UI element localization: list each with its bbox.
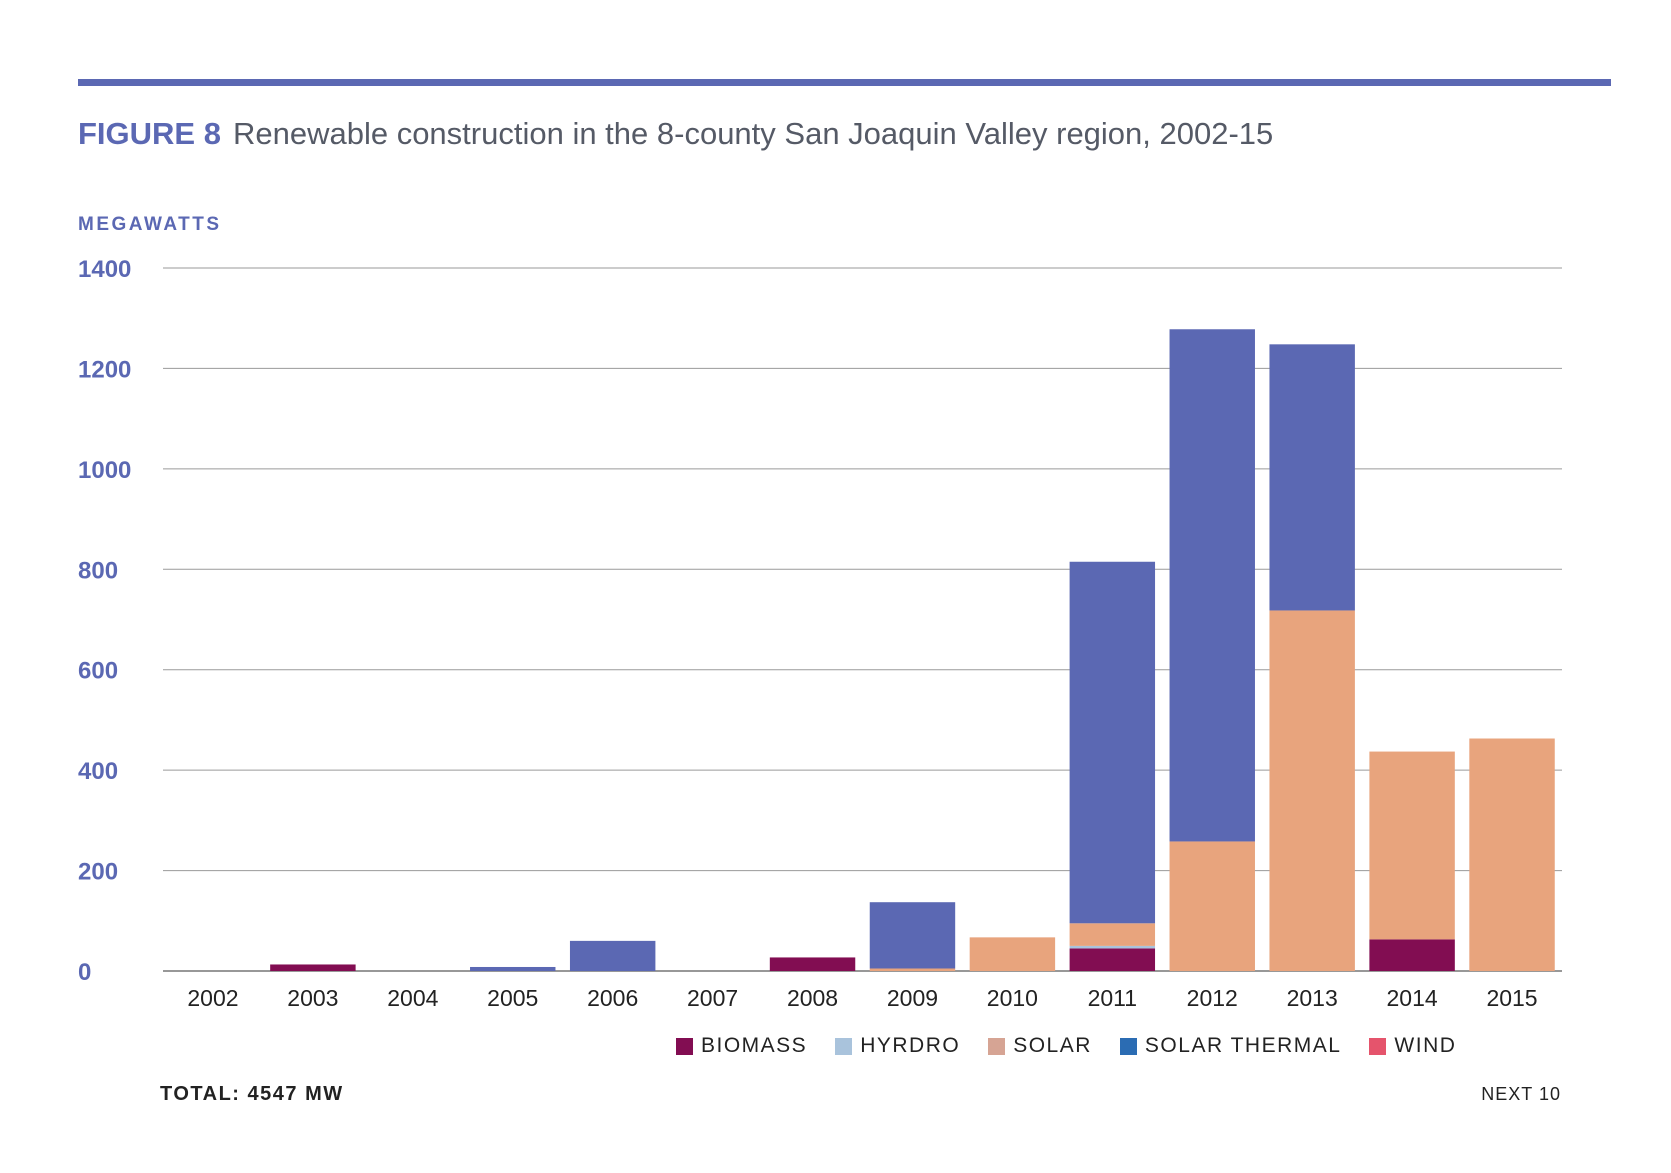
legend-swatch	[1119, 1037, 1137, 1055]
x-tick-label: 2014	[1387, 985, 1438, 1011]
figure-label: FIGURE 8	[78, 116, 221, 151]
bars	[270, 329, 1555, 971]
legend: BIOMASS HYRDRO SOLAR SOLAR THERMAL WIND	[676, 1031, 1484, 1061]
legend-item-biomass: BIOMASS	[676, 1034, 807, 1058]
y-tick-label: 1200	[78, 356, 131, 383]
source-label: NEXT 10	[1481, 1084, 1561, 1104]
bar-segment-stack_top-2009	[869, 902, 956, 969]
legend-label: SOLAR	[1013, 1034, 1092, 1057]
bar-segment-stack_top-2006	[569, 940, 656, 971]
legend-swatch	[1369, 1037, 1387, 1055]
legend-label: BIOMASS	[701, 1034, 808, 1057]
x-tick-label: 2005	[487, 985, 538, 1011]
x-tick-label: 2011	[1088, 985, 1137, 1011]
x-tick-label: 2013	[1287, 985, 1338, 1011]
y-tick-label: 1000	[78, 457, 131, 484]
y-tick-label: 400	[78, 758, 118, 785]
y-tick-label: 800	[78, 557, 118, 584]
bar-segment-hydro-2011	[1069, 945, 1156, 949]
figure-title-text: Renewable construction in the 8-county S…	[232, 116, 1274, 151]
bar-segment-solar-2010	[969, 937, 1056, 971]
x-axis-ticks: 2002 2003 2004 2005 2006 2007 2008 2009 2010 2011…	[187, 985, 1537, 1011]
legend-label: WIND	[1394, 1034, 1457, 1057]
y-tick-label: 1400	[78, 256, 131, 283]
bar-segment-solar-2015	[1469, 738, 1555, 971]
legend-item-wind: WIND	[1369, 1034, 1456, 1058]
bar-segment-solar-2011	[1069, 923, 1156, 946]
bar-segment-stack_top-2011	[1069, 561, 1156, 924]
bar-segment-stack_top-2012	[1169, 329, 1255, 842]
x-tick-label: 2015	[1486, 985, 1537, 1011]
figure-title: FIGURE 8 Renewable construction in the 8-…	[78, 116, 1273, 152]
bar-segment-solar-2009	[869, 968, 956, 971]
legend-item-solar-thermal: SOLAR THERMAL	[1119, 1034, 1342, 1058]
x-tick-label: 2004	[387, 985, 438, 1011]
legend-label: HYRDRO	[860, 1034, 961, 1057]
y-tick-label: 200	[78, 859, 118, 886]
bar-segment-solar-2013	[1269, 610, 1355, 971]
y-axis-unit-label: MEGAWATTS	[78, 214, 222, 235]
legend-swatch	[988, 1037, 1006, 1055]
bar-segment-solar-2012	[1169, 841, 1255, 971]
bar-segment-biomass-2008	[769, 957, 856, 971]
x-tick-label: 2003	[287, 985, 338, 1011]
y-tick-label: 0	[78, 959, 91, 986]
bar-segment-stack_top-2013	[1269, 344, 1355, 611]
bar-segment-biomass-2011	[1069, 948, 1156, 971]
legend-item-solar: SOLAR	[988, 1034, 1092, 1058]
bar-segment-biomass-2003	[270, 964, 356, 971]
x-tick-label: 2010	[987, 985, 1038, 1011]
x-tick-label: 2012	[1187, 985, 1238, 1011]
legend-item-hyrdro: HYRDRO	[835, 1034, 960, 1058]
bar-segment-biomass-2014	[1369, 939, 1455, 971]
x-tick-label: 2002	[187, 985, 238, 1011]
legend-label: SOLAR THERMAL	[1144, 1034, 1342, 1057]
x-tick-label: 2008	[787, 985, 838, 1011]
y-axis-ticks: 0 200 400 600 800 1000 1200 1400	[78, 256, 131, 986]
top-rule	[78, 79, 1611, 86]
y-tick-label: 600	[78, 658, 118, 685]
x-tick-label: 2009	[887, 985, 938, 1011]
bar-segment-stack_top-2005	[470, 966, 556, 971]
x-tick-label: 2007	[687, 985, 738, 1011]
legend-swatch	[676, 1037, 693, 1055]
x-tick-label: 2006	[587, 985, 638, 1011]
bar-segment-solar-2014	[1369, 751, 1455, 940]
total-label: TOTAL: 4547 MW	[160, 1083, 344, 1105]
legend-swatch	[835, 1037, 853, 1055]
